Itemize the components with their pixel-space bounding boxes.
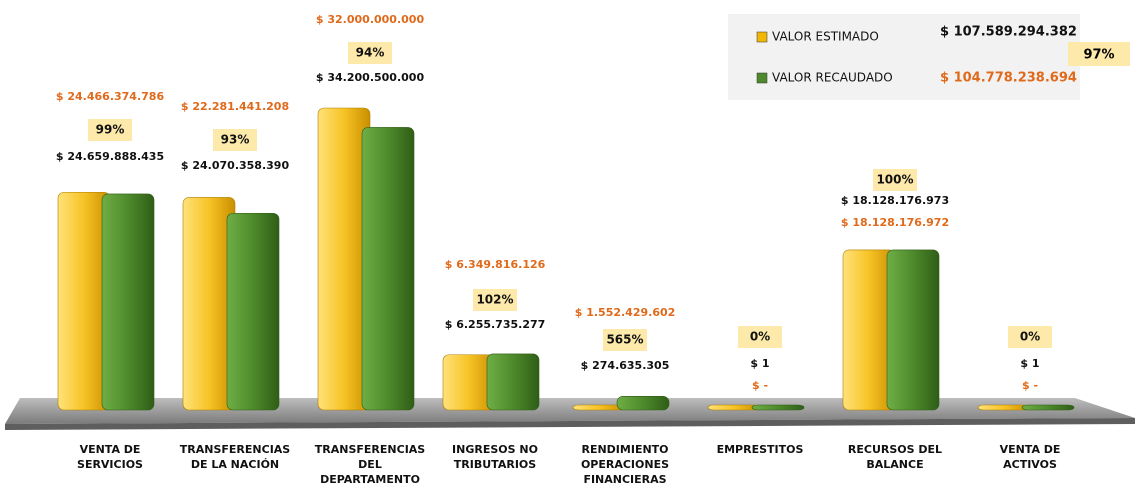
percentage-box (213, 129, 257, 151)
total-percentage: 97% (1083, 48, 1114, 63)
value-label: $ 32.000.000.000 (316, 13, 425, 26)
percentage-label: 99% (96, 123, 125, 137)
value-label: $ 24.659.888.435 (56, 150, 164, 163)
value-label: $ 6.349.816.126 (445, 258, 546, 271)
legend-box (728, 14, 1080, 100)
total-percentage-box (1068, 42, 1130, 66)
percentage-box (473, 289, 517, 311)
value-label: $ 22.281.441.208 (181, 100, 289, 113)
value-label: $ 18.128.176.972 (841, 216, 949, 229)
percentage-label: 565% (606, 333, 643, 347)
value-label: $ 6.255.735.277 (445, 318, 546, 331)
percentage-label: 0% (1020, 330, 1040, 344)
bar (361, 127, 415, 411)
bar (616, 395, 670, 411)
bar (751, 404, 805, 411)
legend-swatch (756, 72, 768, 84)
bar (1021, 404, 1075, 411)
floor-edge (5, 418, 1135, 430)
x-tick-label: INGRESOS NO TRIBUTARIOS (452, 443, 538, 471)
percentage-box (603, 329, 647, 351)
percentage-box (738, 326, 782, 348)
x-tick-label: VENTA DE ACTIVOS (999, 443, 1061, 471)
value-label: $ - (752, 379, 768, 392)
legend-label: VALOR RECAUDADO (772, 71, 893, 85)
percentage-label: 100% (876, 173, 913, 187)
total-estimado: $ 107.589.294.382 (940, 25, 1077, 40)
bar (101, 193, 155, 411)
bar (226, 212, 280, 411)
x-tick-label: TRANSFERENCIAS DEL DEPARTAMENTO (314, 443, 426, 486)
percentage-box (873, 169, 917, 191)
percentage-label: 0% (750, 330, 770, 344)
percentage-label: 102% (476, 293, 513, 307)
value-label: $ 1 (1020, 357, 1039, 370)
percentage-label: 94% (356, 46, 385, 60)
value-label: $ 24.466.374.786 (56, 90, 165, 103)
percentage-box (1008, 326, 1052, 348)
percentage-box (348, 42, 392, 64)
value-label: $ 1.552.429.602 (575, 306, 676, 319)
legend-label: VALOR ESTIMADO (772, 30, 879, 44)
value-label: $ 1 (750, 357, 769, 370)
bar (886, 249, 940, 411)
legend-swatch (756, 31, 768, 43)
value-label: $ 34.200.500.000 (316, 71, 425, 84)
x-tick-label: TRANSFERENCIAS DE LA NACIÓN (179, 443, 291, 471)
percentage-label: 93% (221, 133, 250, 147)
value-label: $ - (1022, 379, 1038, 392)
value-label: $ 24.070.358.390 (181, 159, 290, 172)
total-recaudado: $ 104.778.238.694 (940, 71, 1077, 86)
value-label: $ 18.128.176.973 (841, 194, 949, 207)
x-tick-label: RENDIMIENTO OPERACIONES FINANCIERAS (580, 443, 670, 486)
x-tick-label: RECURSOS DEL BALANCE (847, 443, 943, 471)
value-label: $ 274.635.305 (581, 359, 670, 372)
x-tick-label: EMPRESTITOS (716, 443, 804, 456)
x-tick-label: VENTA DE SERVICIOS (77, 443, 143, 471)
percentage-box (88, 119, 132, 141)
bar (486, 353, 540, 411)
